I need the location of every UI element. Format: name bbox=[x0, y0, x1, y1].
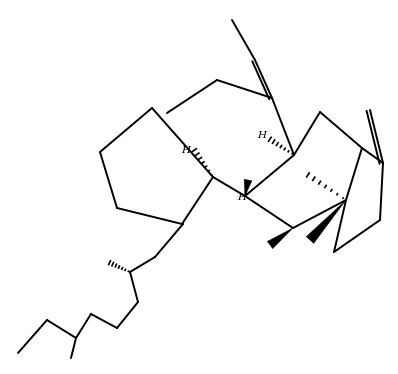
Text: H: H bbox=[238, 193, 246, 202]
Text: H: H bbox=[181, 145, 191, 154]
Text: H: H bbox=[258, 131, 267, 140]
Polygon shape bbox=[244, 179, 252, 196]
Polygon shape bbox=[267, 228, 293, 249]
Polygon shape bbox=[306, 200, 346, 243]
